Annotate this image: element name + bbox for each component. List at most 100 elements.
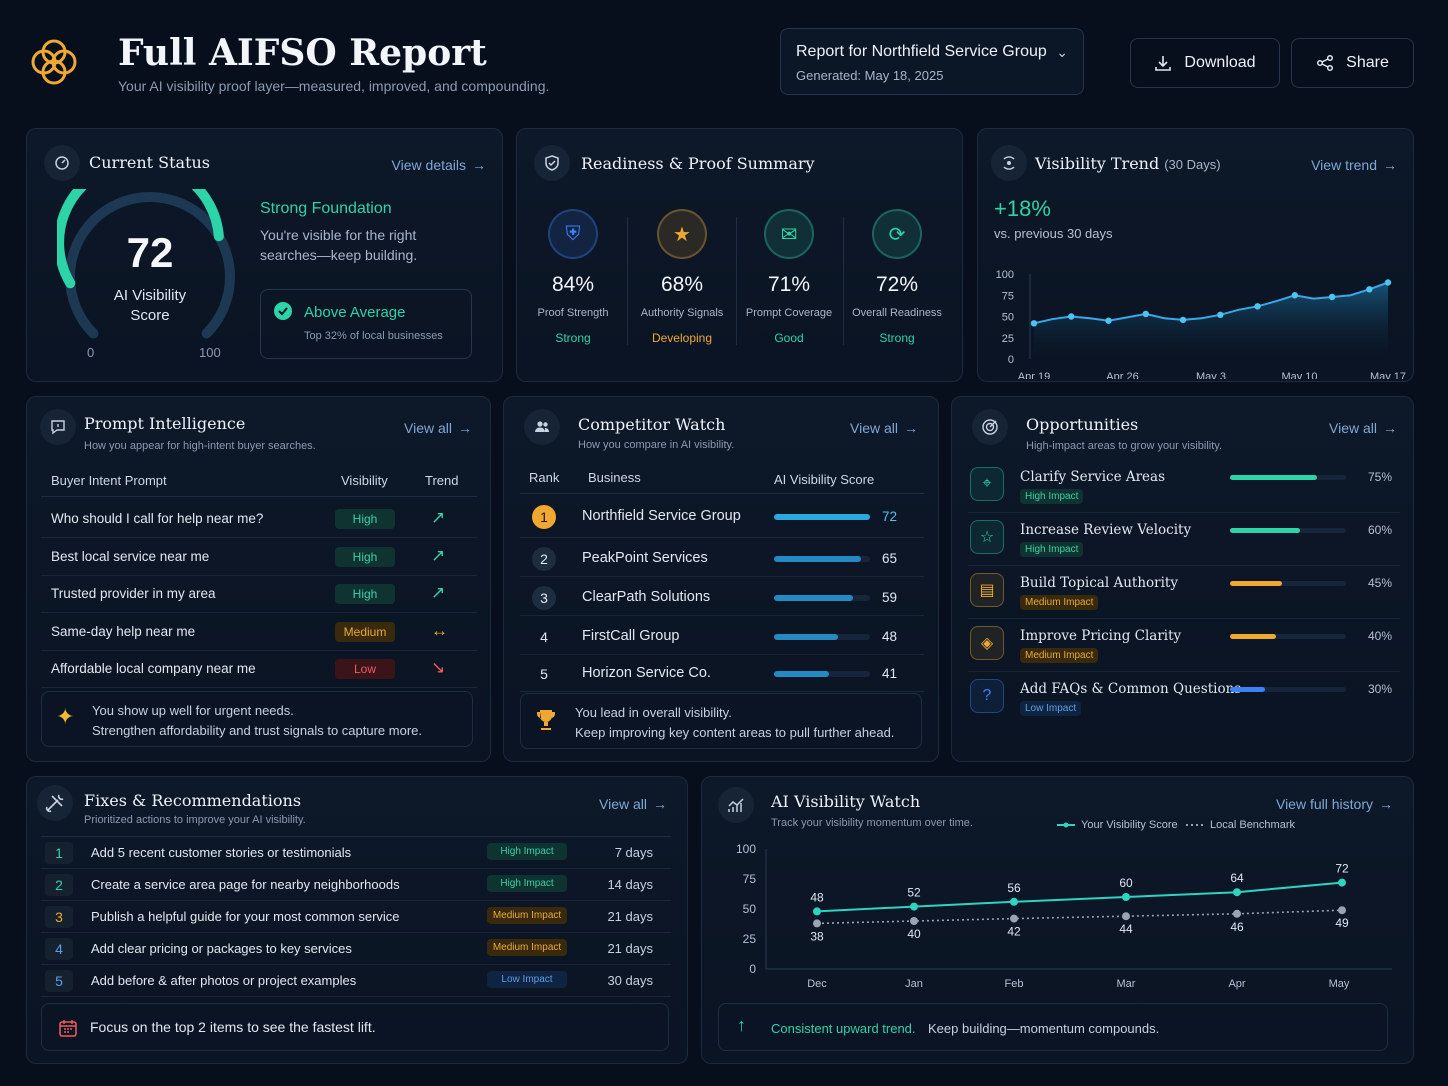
readiness-label: Proof Strength <box>537 307 609 319</box>
opportunity-name: Clarify Service Areas <box>1020 469 1166 485</box>
table-row[interactable]: 4 FirstCall Group 48 <box>520 618 924 655</box>
competitor-watch-card: Competitor Watch How you compare in AI v… <box>503 396 939 762</box>
readiness-status: Strong <box>555 331 591 345</box>
table-row[interactable]: 3 ClearPath Solutions 59 <box>520 579 924 616</box>
prompt-note: ✦ You show up well for urgent needs. Str… <box>41 691 473 747</box>
download-icon <box>1155 56 1172 71</box>
readiness-item: ⛨ 84% Proof Strength Strong <box>518 209 628 345</box>
score-value: 65 <box>882 550 898 566</box>
star-icon: ★ <box>657 209 707 259</box>
score-bar-fill <box>774 594 853 601</box>
opportunities-view-all-link[interactable]: View all → <box>1329 420 1397 436</box>
y-tick-label: 0 <box>1008 354 1014 366</box>
fix-text: Add 5 recent customer stories or testimo… <box>91 845 352 860</box>
readiness-status: Good <box>774 331 804 345</box>
table-row[interactable]: Affordable local company near me Low ↘ <box>41 651 477 688</box>
fix-text: Create a service area page for nearby ne… <box>91 877 400 892</box>
competitor-view-all-link[interactable]: View all → <box>850 420 918 436</box>
arrow-right-icon: → <box>1379 796 1393 812</box>
view-details-link[interactable]: View details → <box>392 157 486 173</box>
prompt-text: Same-day help near me <box>51 623 196 639</box>
fix-duration: 30 days <box>607 973 653 988</box>
opportunity-item[interactable]: ◈ Improve Pricing Clarity Medium Impact 40% <box>968 622 1400 672</box>
competitor-note-1: You lead in overall visibility. <box>575 705 732 720</box>
gauge-icon <box>44 145 80 181</box>
share-icon <box>1317 54 1334 72</box>
progress-fill <box>1230 475 1317 480</box>
view-full-history-link[interactable]: View full history → <box>1276 796 1393 812</box>
table-row[interactable]: Best local service near me High ↗ <box>41 539 477 576</box>
rank-badge: 3 <box>532 585 556 610</box>
download-button[interactable]: Download <box>1130 38 1280 88</box>
fix-row[interactable]: 2 Create a service area page for nearby n… <box>41 869 671 901</box>
report-select[interactable]: Report for Northfield Service Group ⌄ Ge… <box>780 28 1084 95</box>
legend-label: Local Benchmark <box>1210 819 1295 831</box>
table-row[interactable]: Who should I call for help near me? High ↗ <box>41 501 477 538</box>
share-button[interactable]: Share <box>1291 38 1414 88</box>
fixes-view-all-link[interactable]: View all → <box>599 796 667 812</box>
fix-number: 5 <box>45 970 73 992</box>
table-row[interactable]: 2 PeakPoint Services 65 <box>520 540 924 577</box>
score-bar-fill <box>774 513 870 520</box>
download-label: Download <box>1184 54 1256 71</box>
arrow-right-icon: → <box>653 796 667 812</box>
progress-fill <box>1230 528 1300 533</box>
table-row[interactable]: 1 Northfield Service Group 72 <box>520 495 924 538</box>
trend-point <box>1179 316 1187 324</box>
impact-badge: Low Impact <box>1020 701 1082 716</box>
data-label: 49 <box>1335 916 1349 930</box>
prompt-view-all-link[interactable]: View all → <box>404 420 472 436</box>
visibility-badge: High <box>335 509 395 529</box>
arrow-right-icon: → <box>458 420 472 436</box>
page-title: Full AIFSO Report <box>118 32 487 74</box>
your-score-point <box>1233 888 1241 897</box>
benchmark-point <box>1010 914 1018 923</box>
table-row[interactable]: Trusted provider in my area High ↗ <box>41 576 477 613</box>
business-name: PeakPoint Services <box>582 549 708 566</box>
score-bar-fill <box>774 555 861 562</box>
fix-row[interactable]: 1 Add 5 recent customer stories or testim… <box>41 837 671 869</box>
x-tick-label: May 3 <box>1196 371 1226 379</box>
report-select-label: Report for Northfield Service Group <box>796 43 1047 60</box>
data-label: 44 <box>1119 922 1133 936</box>
impact-badge: Low Impact <box>487 971 567 988</box>
progress-value: 30% <box>1368 682 1393 696</box>
fix-duration: 14 days <box>607 877 653 892</box>
card-title-suffix: (30 Days) <box>1164 157 1221 172</box>
col-prompt-header: Buyer Intent Prompt <box>51 473 167 488</box>
tools-icon <box>37 785 73 821</box>
col-business-header: Business <box>588 470 641 485</box>
data-label: 48 <box>810 890 824 904</box>
fix-row[interactable]: 4 Add clear pricing or packages to key se… <box>41 933 671 965</box>
trend-point <box>1366 286 1373 293</box>
benchmark-line <box>816 909 1343 925</box>
trend-icon: ↗ <box>431 583 446 602</box>
business-name: Horizon Service Co. <box>582 664 711 681</box>
y-tick-label: 75 <box>743 872 757 886</box>
readiness-value: 68% <box>660 273 704 296</box>
opportunity-item[interactable]: ▤ Build Topical Authority Medium Impact 45% <box>968 569 1400 619</box>
divider <box>843 217 844 345</box>
business-name: Northfield Service Group <box>582 507 741 524</box>
page-subtitle: Your AI visibility proof layer—measured,… <box>118 78 550 94</box>
your-score-point <box>1010 897 1018 906</box>
table-row[interactable]: 5 Horizon Service Co. 41 <box>520 655 924 692</box>
opportunity-item[interactable]: ⌖ Clarify Service Areas High Impact 75% <box>968 463 1400 513</box>
benchmark-point <box>1338 906 1346 915</box>
status-desc-1: You're visible for the right <box>260 227 417 243</box>
trend-icon: ↗ <box>431 545 446 565</box>
benchmark-point <box>1122 912 1130 921</box>
trend-area <box>1034 282 1388 359</box>
opportunity-item[interactable]: ? Add FAQs & Common Questions Low Impact 30… <box>968 675 1400 725</box>
arrow-up-icon: ↑ <box>737 1015 746 1035</box>
fix-row[interactable]: 5 Add before & after photos or project ex… <box>41 965 671 997</box>
fix-row[interactable]: 3 Publish a helpful guide for your most c… <box>41 901 671 933</box>
opportunity-item[interactable]: ☆ Increase Review Velocity High Impact 60% <box>968 516 1400 566</box>
readiness-card: Readiness & Proof Summary ⛨ 84% Proof Stre… <box>516 128 963 382</box>
your-score-point <box>813 907 821 916</box>
score-gauge <box>57 189 235 339</box>
progress-track <box>1230 581 1346 586</box>
view-trend-link[interactable]: View trend → <box>1311 157 1397 173</box>
table-row[interactable]: Same-day help near me Medium ↔ <box>41 614 477 651</box>
chevron-down-icon: ⌄ <box>1056 43 1068 60</box>
